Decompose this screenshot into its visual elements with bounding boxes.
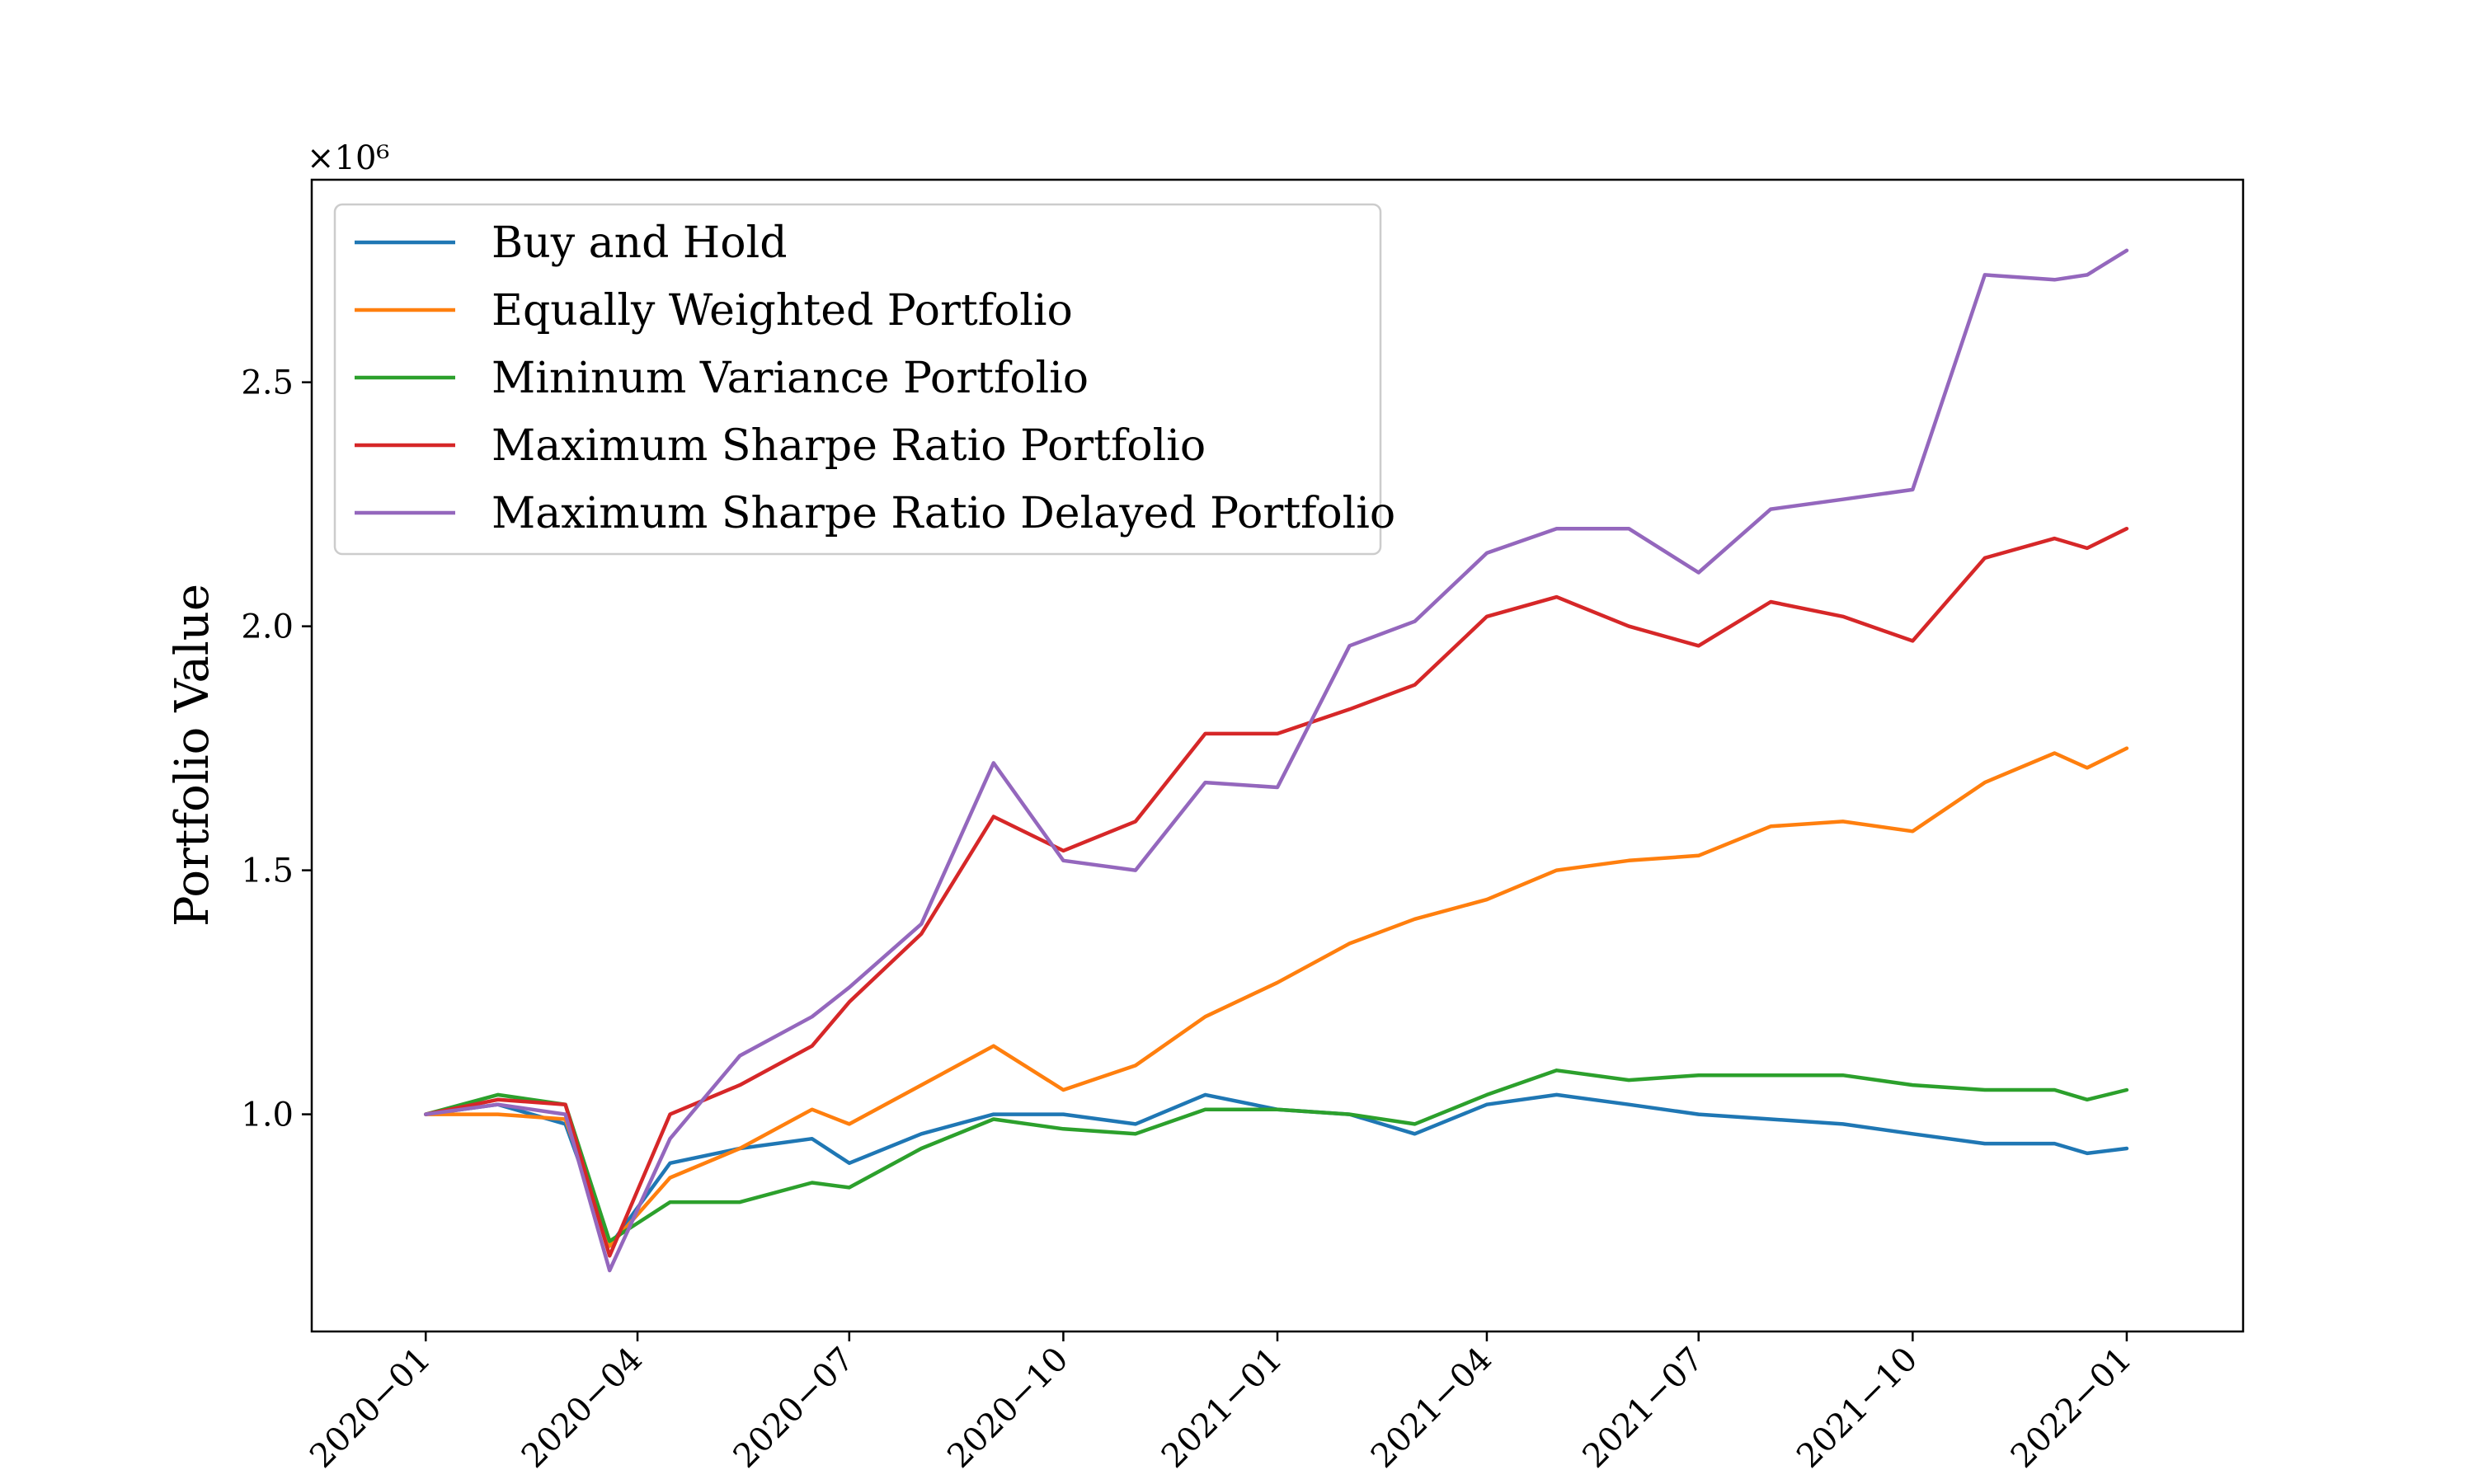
y-tick-label: 1.0	[241, 1097, 294, 1134]
series-line-2	[424, 746, 2129, 1248]
y-tick-label: 1.5	[241, 852, 294, 890]
legend-label-2: Equally Weighted Portfolio	[492, 286, 1073, 336]
series-layer	[424, 248, 2129, 1273]
series-line-3	[424, 1068, 2129, 1243]
legend-label-3: Mininum Variance Portfolio	[492, 354, 1089, 403]
legend-label-1: Buy and Hold	[492, 218, 788, 268]
legend-label-4: Maximum Sharpe Ratio Portfolio	[492, 421, 1206, 471]
legend-label-5: Maximum Sharpe Ratio Delayed Portfolio	[492, 489, 1395, 538]
y-axis-label: Portfolio Value	[166, 584, 219, 927]
y-tick-label: 2.0	[241, 608, 294, 646]
y-tick-label: 2.5	[241, 364, 294, 402]
series-line-5	[424, 248, 2129, 1273]
legend-box	[333, 203, 1382, 556]
y-offset-label: ×10⁶	[307, 139, 389, 177]
y-axis: 1.0 1.5 2.0 2.5	[241, 364, 312, 1134]
series-line-4	[424, 526, 2129, 1258]
legend: Buy and Hold Equally Weighted Portfolio Mi…	[333, 203, 1395, 556]
